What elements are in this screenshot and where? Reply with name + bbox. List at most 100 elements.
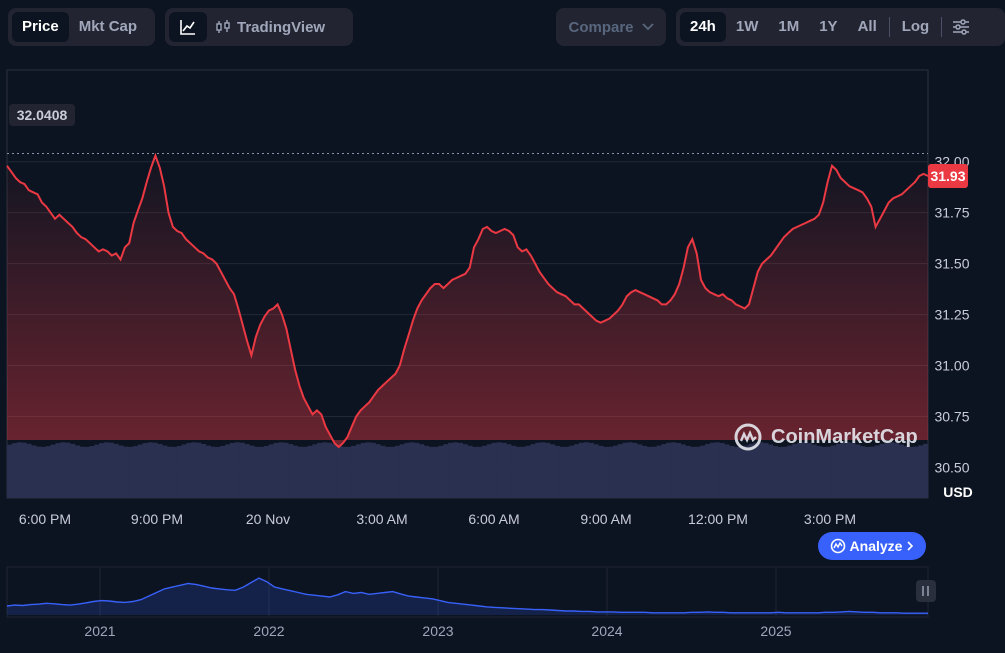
volume-bar <box>559 446 565 498</box>
volume-bar <box>690 446 696 498</box>
volume-bar <box>409 442 415 498</box>
volume-bar <box>705 444 711 498</box>
compare-dropdown[interactable]: Compare <box>556 8 666 46</box>
x-tick-label: 9:00 AM <box>580 511 631 527</box>
volume-bar <box>239 442 245 498</box>
volume-bar <box>918 445 924 498</box>
range-switch: 24h 1W 1M 1Y All Log <box>676 8 1005 46</box>
volume-bar <box>215 446 221 498</box>
chevron-right-icon <box>907 541 914 551</box>
price-line <box>6 152 929 449</box>
x-tick-label: 9:00 PM <box>131 511 183 527</box>
volume-bar <box>196 442 202 498</box>
volume-bar <box>627 442 633 498</box>
volume-bar <box>748 443 754 498</box>
volume-bar <box>191 442 197 498</box>
overview-x-tick-label: 2024 <box>591 623 622 639</box>
volume-bar <box>826 446 832 498</box>
volume-bar <box>617 444 623 498</box>
range-24h[interactable]: 24h <box>680 12 726 42</box>
volume-bar <box>351 445 357 498</box>
volume-bar <box>157 443 163 498</box>
volume-bar <box>860 446 866 498</box>
volume-bar <box>894 443 900 498</box>
volume-bar <box>651 446 657 498</box>
volume-bar <box>719 443 725 498</box>
volume-bar <box>656 445 662 498</box>
overview-line <box>6 577 928 614</box>
y-tick-label: 31.75 <box>934 205 969 221</box>
current-price-label: 31.93 <box>928 163 968 188</box>
tab-mkt-cap[interactable]: Mkt Cap <box>78 18 138 35</box>
range-1y[interactable]: 1Y <box>819 18 838 35</box>
x-tick-label: 6:00 PM <box>19 511 71 527</box>
tab-price[interactable]: Price <box>12 12 69 42</box>
volume-bar <box>108 442 114 498</box>
volume-bar <box>176 446 182 498</box>
volume-bar <box>312 444 318 498</box>
volume-bar <box>84 446 90 498</box>
volume-bar <box>642 445 648 498</box>
volume-bar <box>477 446 483 498</box>
range-1w[interactable]: 1W <box>735 18 759 35</box>
volume-bar <box>486 444 493 498</box>
volume-bar <box>45 446 51 498</box>
volume-bar <box>259 446 265 498</box>
volume-bar <box>612 445 619 498</box>
overview-handle[interactable] <box>916 580 936 602</box>
log-toggle[interactable]: Log <box>901 18 930 35</box>
volume-bar <box>801 442 808 498</box>
price-area <box>7 155 928 447</box>
volume-bar <box>385 446 391 498</box>
volume-bar <box>380 445 386 498</box>
volume-bar <box>763 443 769 498</box>
volume-bar <box>113 443 119 498</box>
line-chart-button[interactable] <box>169 12 207 42</box>
volume-bar <box>535 442 541 498</box>
x-axis: 6:00 PM 9:00 PM 20 Nov 3:00 AM 6:00 AM 9:00 A… <box>19 511 856 527</box>
volume-bar <box>225 444 231 498</box>
volume-bar <box>171 446 177 498</box>
volume-bar <box>835 443 842 498</box>
volume-bar <box>738 446 745 498</box>
volume-bar <box>336 445 342 498</box>
volume-bar <box>21 442 27 498</box>
volume-bar <box>457 442 463 498</box>
mode-switch: Price Mkt Cap <box>8 8 155 46</box>
volume-bar <box>40 446 47 498</box>
volume-bar <box>65 442 71 498</box>
volume-bar <box>724 444 730 498</box>
volume-bar <box>908 446 914 498</box>
volume-bar <box>360 442 367 498</box>
volume-bar <box>220 445 226 498</box>
volume-bar <box>743 445 749 498</box>
x-tick-label: 20 Nov <box>246 511 290 527</box>
range-all[interactable]: All <box>857 18 877 35</box>
range-1m[interactable]: 1M <box>778 18 800 35</box>
overview-x-axis: 2021 2022 2023 2024 2025 <box>84 623 791 639</box>
analyze-button[interactable]: Analyze <box>818 532 926 560</box>
volume-bar <box>869 446 875 498</box>
overview-area <box>7 578 928 615</box>
volume-bar <box>428 446 434 498</box>
volume-bar <box>181 444 187 498</box>
volume-bar <box>768 444 774 498</box>
volume-bar <box>365 442 371 498</box>
volume-bar <box>501 442 507 498</box>
volume-bar <box>530 444 536 498</box>
volume-bar <box>593 444 599 498</box>
volume-bar <box>850 443 856 498</box>
volume-bar <box>666 442 672 498</box>
tradingview-button[interactable]: TradingView <box>207 19 333 36</box>
chart-settings-button[interactable] <box>944 12 978 42</box>
volume-bar <box>137 444 144 498</box>
volume-bar <box>438 445 444 498</box>
volume-bar <box>845 442 851 498</box>
volume-bar <box>142 443 148 498</box>
volume-bar <box>249 445 255 498</box>
volume-bar <box>288 444 294 498</box>
volume-bar <box>210 446 216 498</box>
volume-bar <box>268 444 274 498</box>
compare-label: Compare <box>568 18 634 36</box>
